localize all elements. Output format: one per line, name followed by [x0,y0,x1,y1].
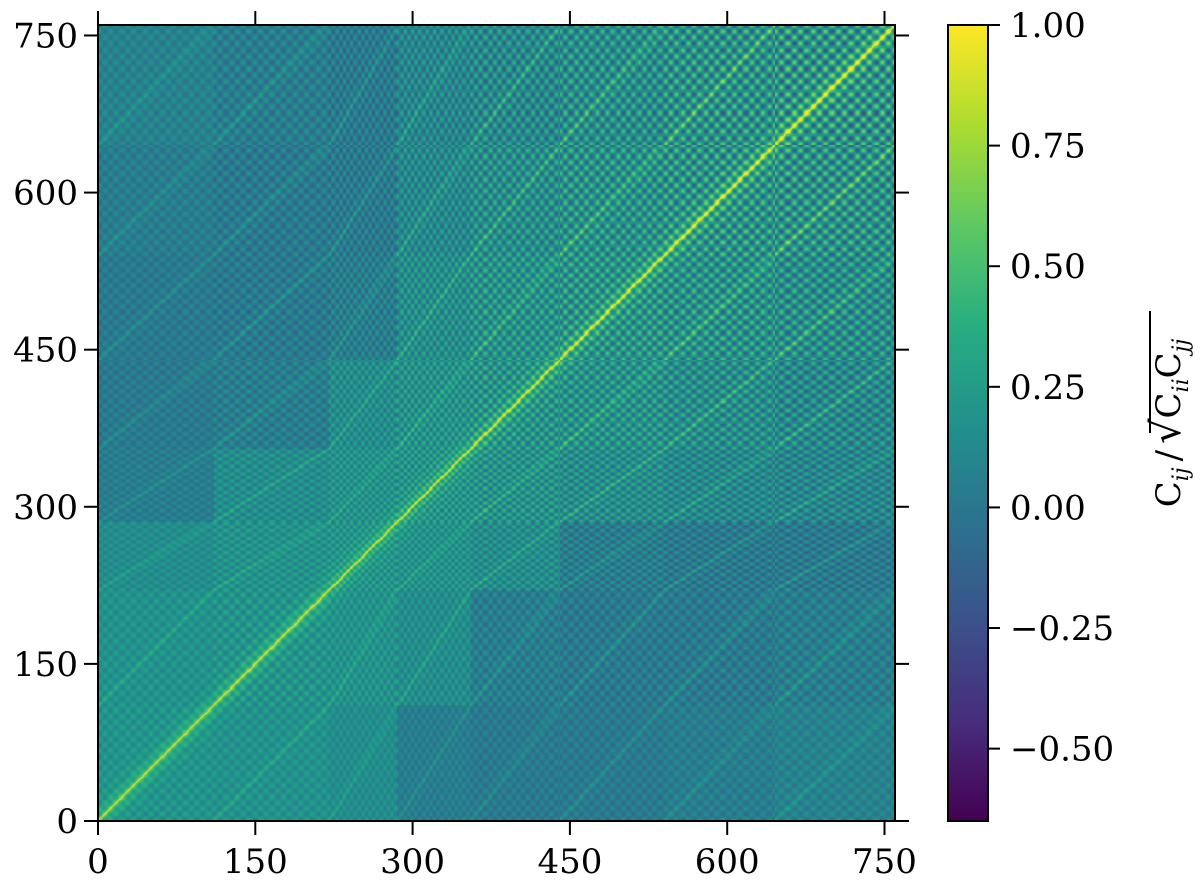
colorbar [947,24,989,822]
plot-frame [97,24,896,822]
y-tick-label: 450 [13,331,78,371]
colorbar-label: Cij/√CiiCjj [1144,311,1194,507]
svg-text:Cij/√CiiCjj: Cij/√CiiCjj [1144,339,1194,508]
y-tick-label: 600 [13,174,78,214]
cbar-label-c2: C [1149,392,1189,418]
cbar-label-sub-jj: jj [1169,339,1194,358]
y-axis-ticks: 0 150 300 450 600 750 [13,16,909,842]
cbar-label-sub-ii: ii [1169,378,1194,392]
x-tick-label: 0 [87,842,109,882]
x-tick-label: 300 [380,842,445,882]
cbar-label-sub-ij: ij [1169,467,1194,481]
y-tick-label: 300 [13,488,78,528]
colorbar-tick-label: −0.25 [1010,609,1114,649]
colorbar-tick-label: 1.00 [1010,6,1086,46]
colorbar-tick-label: 0.75 [1010,127,1086,167]
y-tick-label: 150 [13,645,78,685]
heatmap-image-container [98,25,895,821]
y-tick-label: 0 [56,802,78,842]
heatmap-canvas [98,25,895,821]
colorbar-tick-label: −0.50 [1010,730,1114,770]
x-tick-label: 150 [223,842,288,882]
cbar-label-sqrt-sign: √ [1144,418,1190,444]
cbar-label-c3: C [1149,352,1189,378]
cbar-label-slash: / [1149,449,1189,461]
colorbar-tick-label: 0.50 [1010,247,1086,287]
colorbar-tick-label: 0.25 [1010,368,1086,408]
x-tick-label: 750 [852,842,917,882]
cbar-label-c1: C [1149,481,1189,507]
colorbar-ticks: −0.50 −0.25 0.00 0.25 0.50 0.75 1.00 [988,6,1114,770]
x-tick-label: 600 [695,842,760,882]
x-tick-label: 450 [537,842,602,882]
y-tick-label: 750 [13,16,78,56]
colorbar-tick-label: 0.00 [1010,488,1086,528]
x-axis-ticks: 0 150 300 450 600 750 [87,11,917,882]
